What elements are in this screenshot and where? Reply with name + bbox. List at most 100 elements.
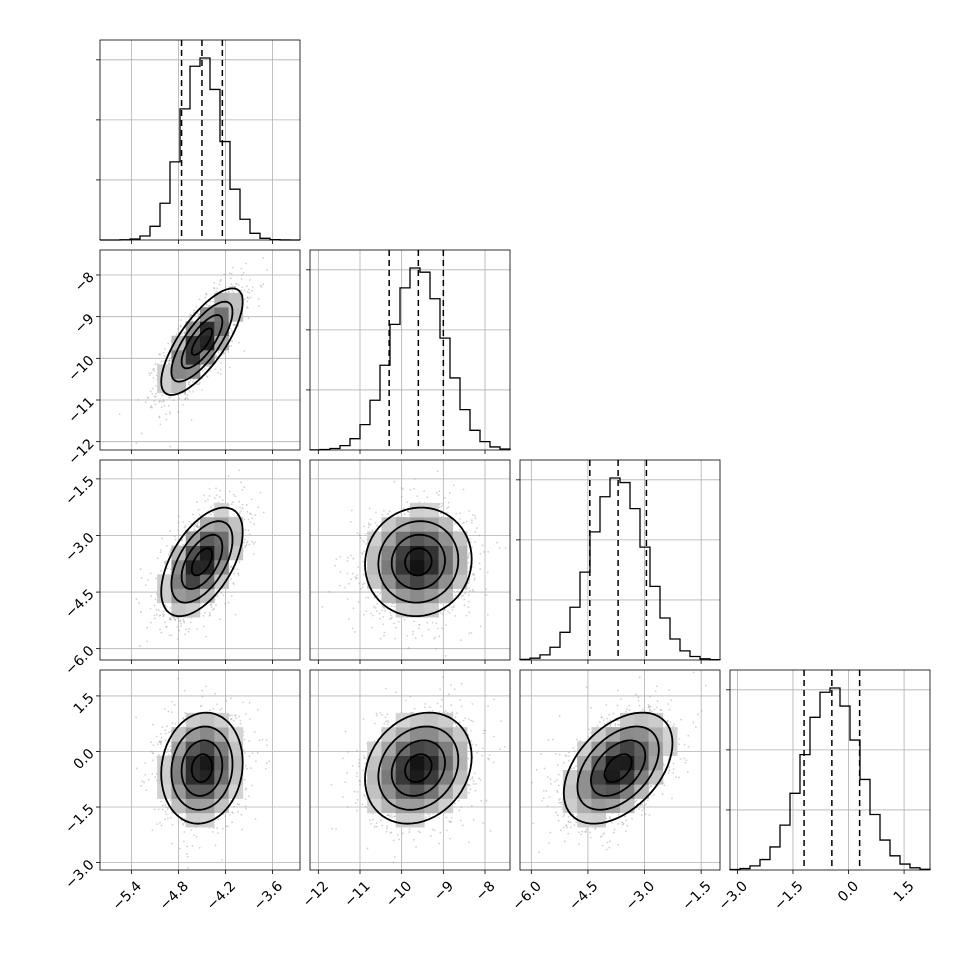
- scatter-point: [154, 363, 157, 365]
- scatter-point: [230, 273, 233, 275]
- density-cell: [171, 364, 187, 379]
- scatter-point: [201, 389, 203, 391]
- scatter-point: [246, 296, 249, 298]
- scatter-point: [356, 532, 359, 534]
- scatter-point: [155, 374, 158, 377]
- scatter-point: [188, 316, 191, 319]
- scatter-point: [208, 611, 211, 614]
- scatter-point: [443, 496, 446, 499]
- scatter-point: [438, 506, 441, 509]
- scatter-point: [168, 359, 171, 362]
- scatter-point: [260, 285, 263, 288]
- y-tick-label: −6.0: [62, 643, 97, 678]
- scatter-point: [148, 372, 151, 374]
- scatter-point: [418, 623, 421, 626]
- scatter-point: [230, 283, 233, 286]
- scatter-point: [381, 605, 384, 608]
- density-cell: [214, 502, 229, 518]
- density-cell: [395, 574, 411, 589]
- scatter-point: [247, 317, 250, 320]
- scatter-point: [262, 283, 265, 286]
- scatter-point: [431, 621, 434, 624]
- panel-frame: [99, 39, 301, 241]
- y-tick-label: −1.5: [62, 473, 97, 508]
- scatter-point: [379, 637, 382, 640]
- scatter-point: [409, 489, 412, 491]
- scatter-point: [168, 359, 171, 362]
- scatter-point: [172, 399, 175, 402]
- scatter-point: [473, 514, 476, 517]
- scatter-point: [471, 589, 474, 591]
- density-cell: [367, 531, 382, 547]
- scatter-point: [147, 397, 150, 399]
- scatter-point: [220, 350, 223, 352]
- scatter-point: [192, 311, 195, 314]
- density-cell: [424, 545, 439, 561]
- scatter-point: [234, 495, 237, 498]
- scatter-point: [413, 477, 416, 480]
- scatter-point: [383, 634, 385, 637]
- scatter-point: [348, 582, 350, 585]
- scatter-point: [452, 605, 455, 607]
- scatter-point: [259, 284, 262, 287]
- scatter-point: [208, 487, 211, 490]
- scatter-point: [179, 620, 182, 623]
- scatter-point: [197, 521, 200, 524]
- scatter-point: [161, 613, 164, 616]
- scatter-point: [402, 507, 405, 510]
- scatter-point: [159, 353, 162, 356]
- scatter-point: [496, 541, 498, 544]
- scatter-point: [390, 617, 393, 620]
- scatter-point: [228, 272, 231, 275]
- scatter-point: [153, 617, 156, 620]
- scatter-point: [144, 584, 147, 587]
- scatter-point: [358, 533, 361, 536]
- scatter-point: [139, 611, 142, 614]
- scatter-point: [158, 415, 161, 418]
- scatter-point: [504, 547, 507, 549]
- scatter-point: [152, 377, 155, 379]
- scatter-point: [227, 601, 230, 604]
- scatter-point: [191, 319, 193, 322]
- scatter-point: [246, 285, 248, 288]
- scatter-point: [358, 582, 361, 585]
- scatter-point: [400, 487, 403, 489]
- scatter-point: [154, 392, 157, 395]
- scatter-point: [176, 638, 179, 640]
- scatter-point: [159, 549, 162, 551]
- scatter-point: [436, 492, 438, 494]
- scatter-point: [363, 613, 365, 616]
- scatter-point: [352, 557, 355, 560]
- scatter-point: [188, 520, 190, 523]
- scatter-point: [250, 498, 253, 501]
- scatter-point: [450, 606, 453, 609]
- scatter-point: [137, 399, 140, 401]
- density-cell: [157, 364, 172, 379]
- density-cell: [185, 321, 201, 337]
- scatter-point: [448, 612, 451, 615]
- scatter-point: [169, 607, 172, 609]
- scatter-point: [465, 588, 467, 591]
- scatter-point: [169, 616, 171, 619]
- scatter-point: [182, 543, 185, 546]
- contour-level-0: [190, 547, 214, 577]
- scatter-point: [361, 552, 364, 554]
- scatter-point: [485, 594, 488, 596]
- scatter-point: [246, 307, 249, 309]
- scatter-point: [406, 501, 408, 504]
- scatter-point: [234, 323, 236, 326]
- scatter-point: [471, 519, 473, 522]
- density-cell: [367, 545, 382, 561]
- scatter-point: [468, 581, 470, 584]
- scatter-point: [246, 541, 248, 544]
- scatter-point: [247, 297, 250, 300]
- scatter-point: [160, 631, 163, 634]
- scatter-point: [427, 628, 430, 631]
- scatter-point: [162, 400, 165, 403]
- scatter-point: [251, 540, 253, 543]
- density-cell: [171, 378, 187, 394]
- scatter-point: [363, 525, 366, 528]
- scatter-point: [169, 618, 172, 621]
- scatter-point: [164, 562, 167, 565]
- scatter-point: [153, 604, 156, 607]
